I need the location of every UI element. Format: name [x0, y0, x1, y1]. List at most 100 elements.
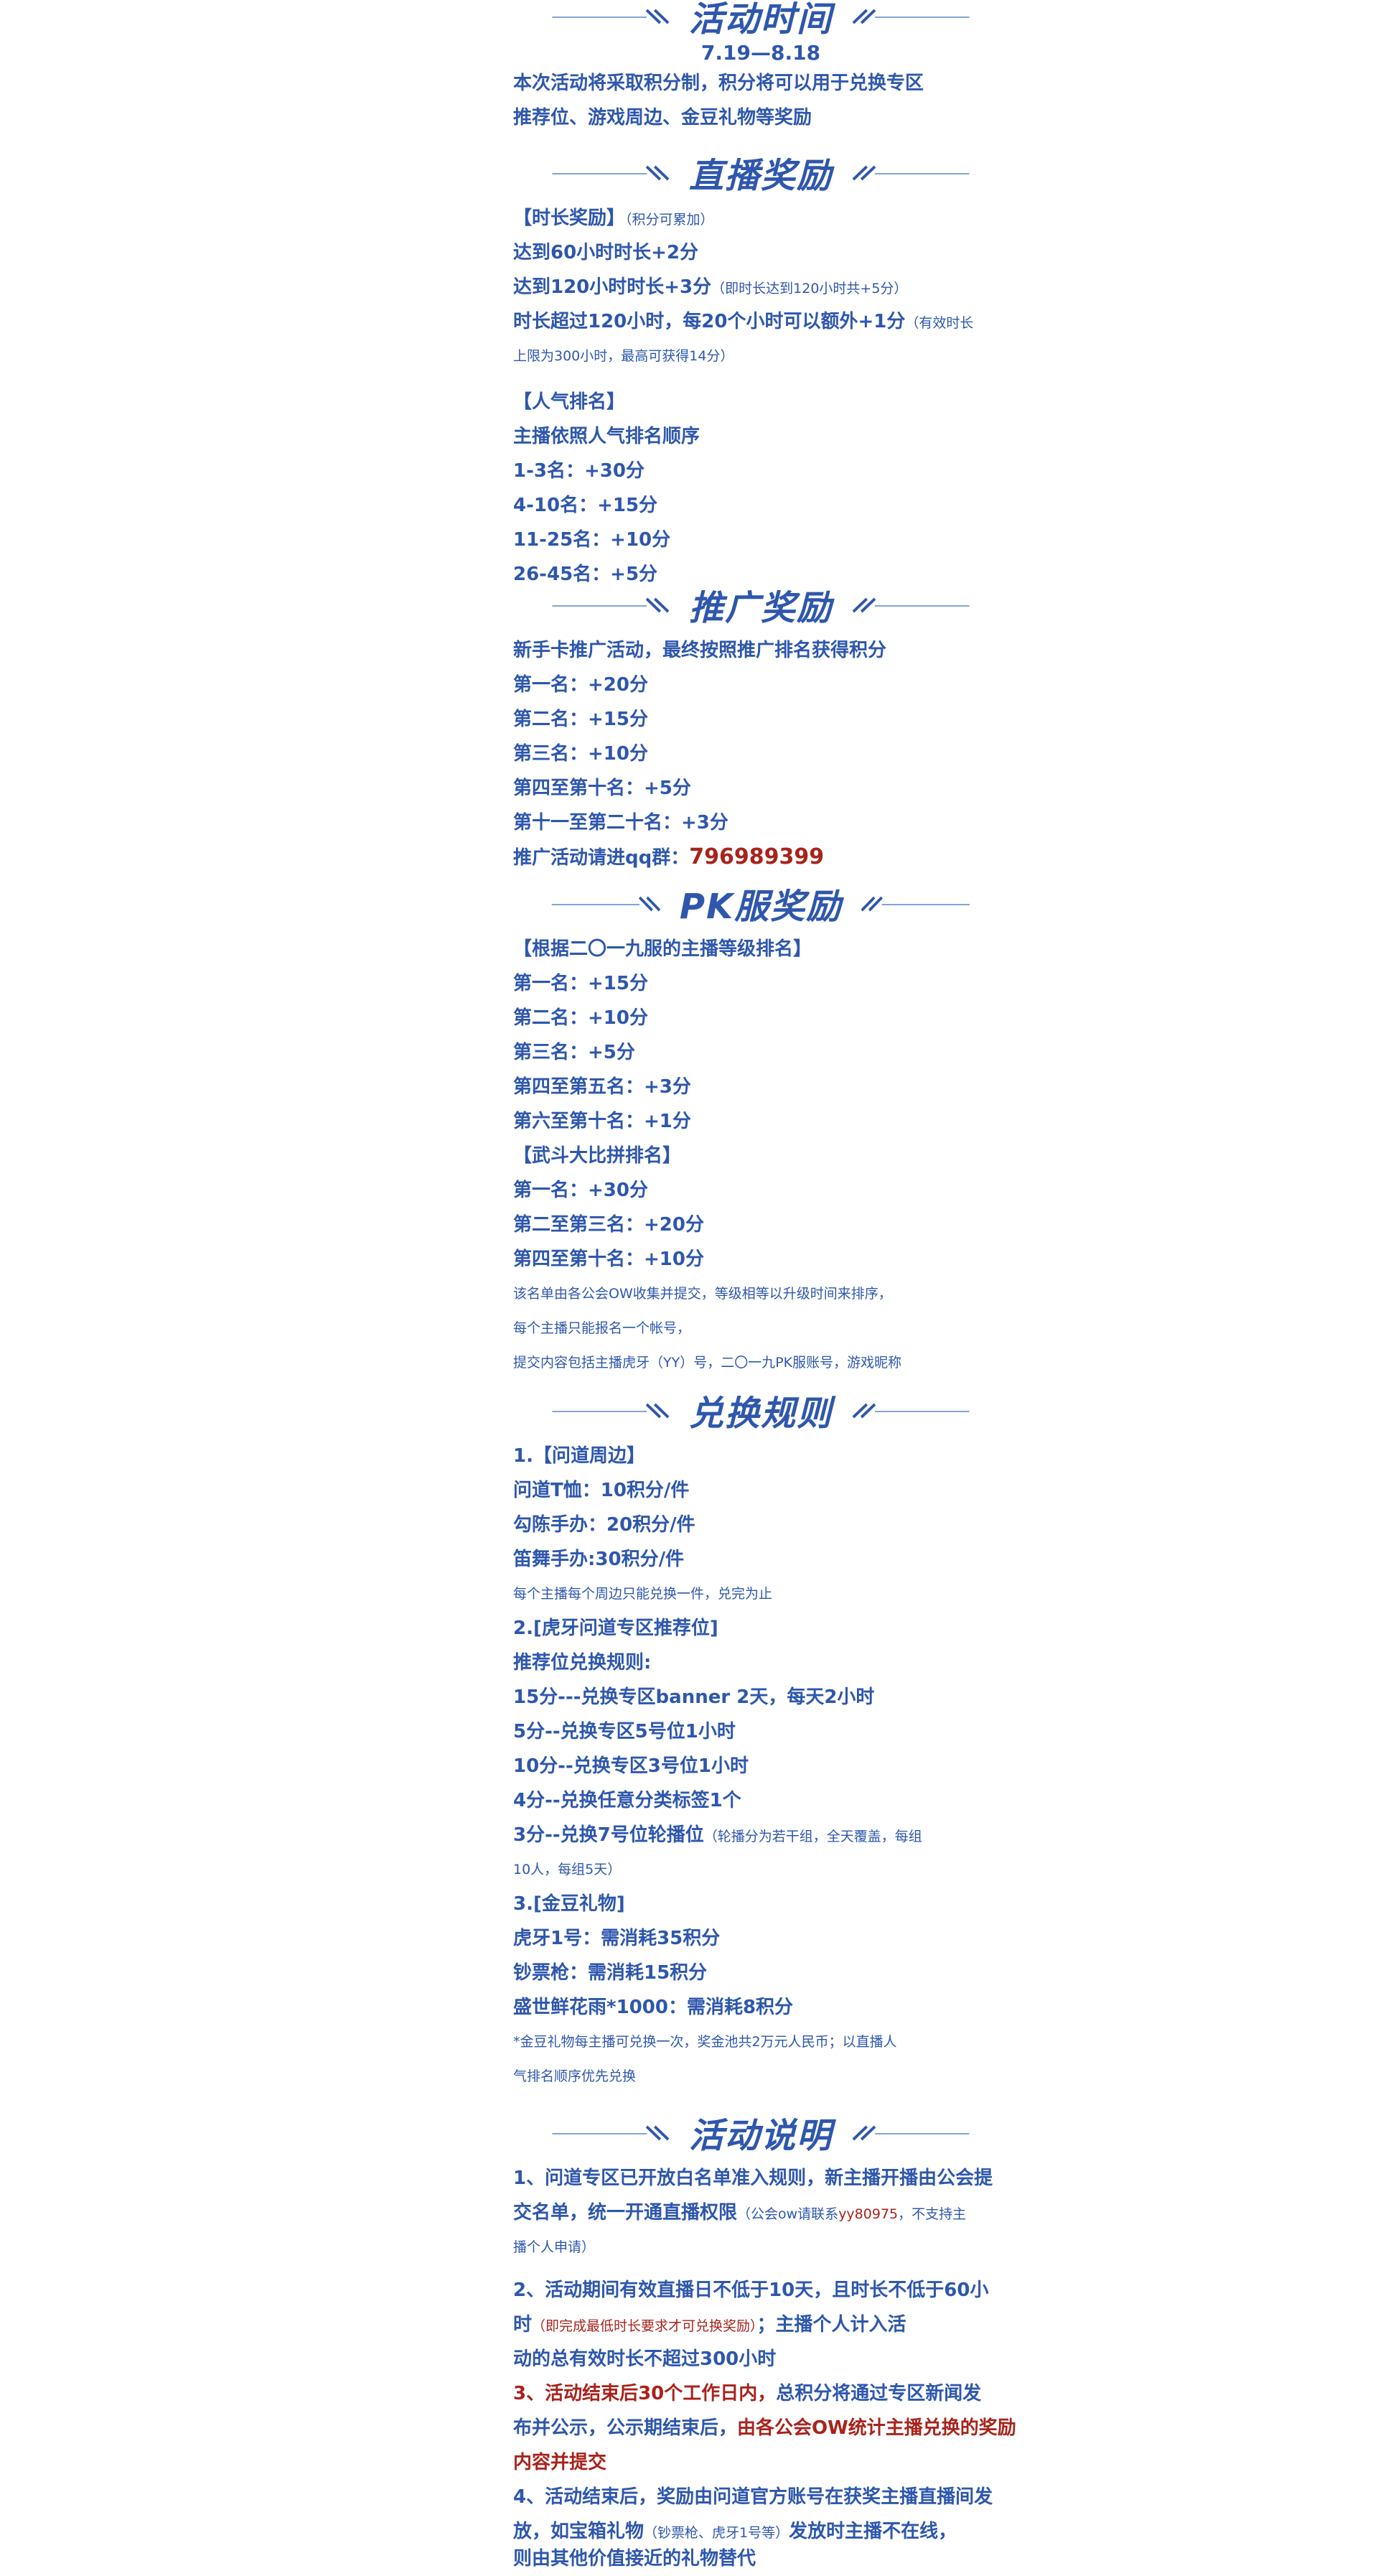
section-header-exchange: 兑换规则 [545, 1389, 976, 1434]
note-4-gift-examples: （钞票枪、虎牙1号等） [644, 2525, 789, 2541]
duration-line-1: 达到60小时时长+2分 [513, 242, 699, 263]
recommend-rule-head: 推荐位兑换规则: [513, 1652, 652, 1674]
time-desc-1: 本次活动将采取积分制，积分将可以用于兑换专区 [513, 73, 924, 94]
exchange-heading-2: 2.[虎牙问道专区推荐位] [513, 1618, 718, 1639]
gift-item-3: 盛世鲜花雨*1000：需消耗8积分 [513, 1997, 794, 2018]
popularity-rank-2: 4-10名：+15分 [513, 495, 658, 516]
promo-qq-line: 推广活动请进qq群：796989399 [513, 840, 1030, 875]
pk-rank-a1: 第一名：+15分 [513, 973, 648, 994]
exchange-heading-3: 3.[金豆礼物] [513, 1893, 625, 1915]
duration-line-2-note: （即时长达到120小时共+5分） [711, 281, 908, 297]
gift-note-1: *金豆礼物每主播可兑换一次，奖金池共2万元人民币；以直播人 [513, 2034, 897, 2050]
note-2-requirement-note: （即完成最低时长要求才可兑换奖励） [532, 2318, 757, 2334]
promo-rank-4: 第四至第十名：+5分 [513, 778, 691, 799]
pk-rank-b1: 第一名：+30分 [513, 1180, 648, 1201]
header-left-ornament [545, 2111, 680, 2154]
note-4-line-2-rest: 发放时主播不在线， [789, 2521, 957, 2542]
promo-rank-1: 第一名：+20分 [513, 674, 648, 696]
exchange-item-note: 每个主播每个周边只能兑换一件，兑完为止 [513, 1586, 773, 1602]
note-2-line-2-text: 时 [513, 2314, 533, 2335]
note-1-line-2-text: 交名单，统一开通直播权限 [513, 2202, 738, 2223]
header-right-ornament [841, 151, 976, 194]
header-right-ornament [841, 1389, 976, 1432]
recommend-rule-5-note: （轮播分为若干组，全天覆盖，每组 [703, 1829, 922, 1844]
note-1-contact-suffix: ，不支持主 [898, 2206, 967, 2222]
duration-line-3: 时长超过120小时，每20个小时可以额外+1分（有效时长 [513, 304, 1030, 340]
pk-rank-b3: 第四至第十名：+10分 [513, 1249, 704, 1270]
note-1-contact-yy[interactable]: yy80975 [838, 2206, 899, 2222]
duration-line-3-text: 时长超过120小时，每20个小时可以额外+1分 [513, 311, 906, 332]
note-4-line-2-text: 放，如宝箱礼物 [513, 2521, 645, 2542]
exchange-item-2: 勾陈手办：20积分/件 [513, 1514, 695, 1536]
note-3-line-2: 布并公示，公示期结束后，由各公会OW统计主播兑换的奖励 [513, 2411, 1030, 2445]
header-left-ornament [545, 882, 671, 925]
header-left-ornament [545, 583, 680, 626]
note-3-line-2-text: 布并公示，公示期结束后， [513, 2417, 738, 2439]
section-header-pk: PK服奖励 [545, 882, 976, 927]
header-right-ornament [841, 2111, 976, 2154]
section-title: 推广奖励 [689, 588, 833, 628]
exchange-heading-1: 1.【问道周边】 [513, 1445, 645, 1467]
note-3-line-2-highlight: 由各公会OW统计主播兑换的奖励 [737, 2417, 1016, 2439]
recommend-rule-1: 15分---兑换专区banner 2天，每天2小时 [513, 1686, 875, 1708]
recommend-rule-3: 10分--兑换专区3号位1小时 [513, 1755, 749, 1777]
qq-group-number[interactable]: 796989399 [689, 844, 825, 869]
duration-heading: 【时长奖励】（积分可累加） [513, 201, 1030, 237]
recommend-rule-5-note-2: 10人，每组5天） [513, 1862, 622, 1877]
header-right-ornament [841, 0, 976, 37]
exchange-item-1: 问道T恤：10积分/件 [513, 1480, 690, 1501]
note-2-line-1: 2、活动期间有效直播日不低于10天，且时长不低于60小 [513, 2279, 989, 2301]
popularity-rank-3: 11-25名：+10分 [513, 529, 671, 551]
popularity-rank-4: 26-45名：+5分 [513, 564, 658, 585]
promo-rank-5: 第十一至第二十名：+3分 [513, 812, 728, 834]
note-3-line-1-text: 总积分将通过专区新闻发 [776, 2383, 982, 2404]
note-1-contact-prefix: （公会ow请联系 [737, 2206, 839, 2222]
recommend-rule-4: 4分--兑换任意分类标签1个 [513, 1790, 741, 1811]
pk-rank-b2: 第二至第三名：+20分 [513, 1214, 704, 1236]
section-header-live: 直播奖励 [545, 151, 976, 196]
note-3-line-1: 3、活动结束后30个工作日内，总积分将通过专区新闻发 [513, 2376, 1030, 2411]
note-1-line-3: 播个人申请） [513, 2239, 596, 2255]
duration-line-2-text: 达到120小时时长+3分 [513, 276, 712, 298]
header-left-ornament [545, 0, 680, 37]
recommend-rule-5-text: 3分--兑换7号位轮播位 [513, 1824, 704, 1846]
duration-line-3-note-2: 上限为300小时，最高可获得14分） [513, 348, 734, 364]
promo-desc: 新手卡推广活动，最终按照推广排名获得积分 [513, 640, 887, 661]
note-4-line-3: 则由其他价值接近的礼物替代 [513, 2548, 756, 2570]
pk-note-1: 该名单由各公会OW收集并提交，等级相等以升级时间来排序， [513, 1286, 892, 1302]
pk-note-2: 每个主播只能报名一个帐号， [513, 1320, 691, 1336]
duration-line-2: 达到120小时时长+3分（即时长达到120小时共+5分） [513, 270, 1030, 306]
note-1-line-2: 交名单，统一开通直播权限（公会ow请联系yy80975，不支持主 [513, 2195, 1030, 2231]
recommend-rule-5: 3分--兑换7号位轮播位（轮播分为若干组，全天覆盖，每组 [513, 1818, 1030, 1854]
section-header-promo: 推广奖励 [545, 583, 976, 628]
section-title: 直播奖励 [689, 156, 833, 196]
recommend-rule-2: 5分--兑换专区5号位1小时 [513, 1721, 736, 1742]
popularity-rank-1: 1-3名：+30分 [513, 460, 645, 482]
duration-line-3-note: （有效时长 [905, 315, 974, 331]
note-2-line-2-rest: ；主播个人计入活 [756, 2314, 906, 2335]
popularity-desc: 主播依照人气排名顺序 [513, 426, 700, 447]
header-right-ornament [841, 583, 976, 626]
pk-rank-a5: 第六至第十名：+1分 [513, 1111, 691, 1132]
header-right-ornament [850, 882, 976, 925]
section-title: PK服奖励 [679, 887, 843, 927]
time-desc-2: 推荐位、游戏周边、金豆礼物等奖励 [513, 107, 812, 129]
note-3-line-3: 内容并提交 [513, 2452, 607, 2473]
section-header-time: 活动时间 [545, 0, 976, 39]
note-4-line-2: 放，如宝箱礼物（钞票枪、虎牙1号等）发放时主播不在线， [513, 2514, 1030, 2550]
gift-item-1: 虎牙1号：需消耗35积分 [513, 1928, 721, 1949]
section-title: 活动说明 [689, 2116, 833, 2156]
pk-heading-2: 【武斗大比拼排名】 [513, 1145, 682, 1167]
section-header-notes: 活动说明 [545, 2111, 976, 2156]
duration-head: 【时长奖励】 [513, 207, 626, 229]
gift-item-2: 钞票枪：需消耗15积分 [513, 1962, 708, 1984]
pk-rank-a2: 第二名：+10分 [513, 1007, 648, 1029]
duration-note: （积分可累加） [625, 212, 714, 228]
pk-rank-a4: 第四至第五名：+3分 [513, 1076, 691, 1098]
exchange-item-3: 笛舞手办:30积分/件 [513, 1549, 685, 1570]
pk-rank-a3: 第三名：+5分 [513, 1042, 635, 1063]
header-left-ornament [545, 1389, 680, 1432]
section-title: 兑换规则 [689, 1394, 833, 1434]
note-1-line-1: 1、问道专区已开放白名单准入规则，新主播开播由公会提 [513, 2167, 993, 2189]
